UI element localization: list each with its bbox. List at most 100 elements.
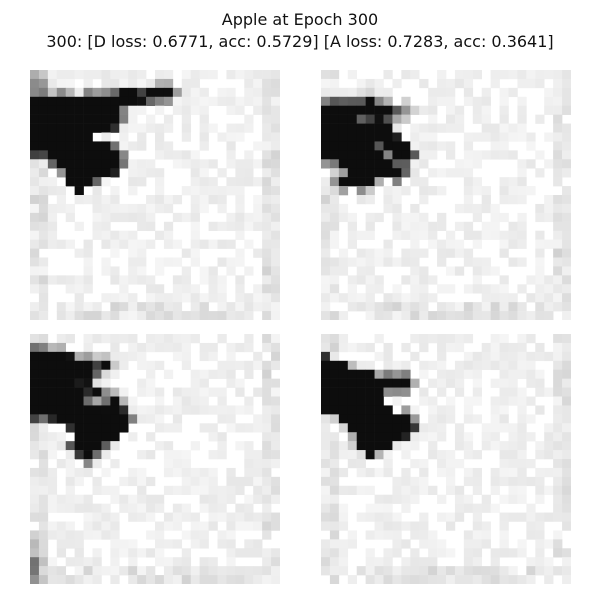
- pixel: [101, 203, 111, 214]
- pixel: [83, 114, 93, 124]
- pixel: [65, 159, 75, 169]
- pixel: [329, 87, 340, 98]
- pixel: [338, 186, 349, 196]
- pixel: [553, 476, 563, 487]
- pixel: [544, 105, 554, 115]
- pixel: [454, 503, 465, 513]
- pixel: [374, 257, 384, 267]
- pixel: [356, 450, 366, 460]
- pixel: [428, 150, 438, 160]
- pixel: [30, 70, 40, 80]
- pixel: [392, 414, 402, 424]
- pixel: [526, 378, 536, 388]
- pixel: [128, 494, 138, 504]
- pixel: [110, 575, 120, 584]
- pixel: [47, 432, 58, 442]
- pixel: [262, 150, 272, 160]
- pixel: [490, 141, 500, 151]
- pixel: [110, 351, 120, 362]
- pixel: [47, 239, 58, 249]
- pixel: [410, 494, 420, 504]
- pixel: [172, 503, 183, 513]
- pixel: [30, 512, 40, 522]
- pixel: [128, 78, 138, 89]
- pixel: [446, 87, 456, 98]
- pixel: [137, 141, 147, 151]
- pixel: [517, 159, 527, 169]
- pixel: [544, 275, 554, 285]
- pixel: [463, 441, 474, 451]
- pixel: [419, 141, 429, 151]
- pixel: [262, 512, 272, 522]
- pixel: [499, 342, 509, 353]
- pixel: [181, 342, 192, 353]
- pixel: [199, 539, 209, 549]
- pixel: [517, 351, 527, 362]
- pixel: [454, 78, 465, 89]
- pixel: [253, 459, 263, 469]
- pixel: [428, 132, 438, 142]
- pixel: [392, 141, 402, 151]
- pixel: [544, 212, 554, 223]
- pixel: [472, 96, 483, 107]
- pixel: [535, 239, 545, 249]
- pixel: [392, 168, 402, 178]
- pixel: [155, 150, 165, 160]
- pixel: [401, 150, 411, 160]
- pixel: [401, 159, 411, 169]
- pixel: [383, 494, 393, 504]
- pixel: [526, 369, 536, 379]
- pixel: [544, 512, 554, 522]
- pixel: [499, 284, 509, 294]
- pixel: [244, 512, 254, 522]
- pixel: [526, 432, 536, 442]
- pixel: [217, 334, 227, 344]
- pixel: [463, 476, 474, 487]
- pixel: [472, 512, 483, 522]
- pixel: [30, 441, 40, 451]
- pixel: [481, 150, 491, 160]
- pixel: [172, 414, 183, 424]
- pixel: [92, 186, 102, 196]
- pixel: [437, 221, 447, 232]
- pixel: [374, 159, 384, 169]
- pixel: [208, 266, 218, 276]
- pixel: [338, 334, 349, 344]
- pixel: [181, 387, 192, 397]
- pixel: [271, 405, 280, 415]
- pixel: [226, 494, 236, 504]
- pixel: [38, 105, 49, 115]
- pixel: [83, 450, 93, 460]
- pixel: [401, 96, 411, 107]
- pixel: [508, 70, 518, 80]
- pixel: [392, 257, 402, 267]
- pixel: [338, 521, 349, 531]
- pixel: [553, 512, 563, 522]
- pixel: [365, 530, 375, 540]
- pixel: [463, 467, 474, 478]
- pixel: [262, 503, 272, 513]
- pixel: [155, 396, 165, 406]
- pixel: [365, 212, 375, 223]
- pixel: [56, 539, 67, 549]
- pixel: [128, 539, 138, 549]
- pixel: [217, 387, 227, 397]
- pixel: [562, 387, 571, 397]
- pixel: [208, 293, 218, 303]
- pixel: [262, 168, 272, 178]
- pixel: [47, 530, 58, 540]
- pixel: [553, 351, 563, 362]
- pixel: [38, 168, 49, 178]
- pixel: [401, 521, 411, 531]
- pixel: [74, 432, 84, 442]
- pixel: [30, 369, 40, 379]
- pixel: [472, 387, 483, 397]
- pixel: [553, 360, 563, 371]
- pixel: [74, 405, 84, 415]
- pixel: [419, 293, 429, 303]
- pixel: [217, 186, 227, 196]
- pixel: [428, 378, 438, 388]
- pixel: [544, 557, 554, 567]
- pixel: [562, 557, 571, 567]
- pixel: [110, 405, 120, 415]
